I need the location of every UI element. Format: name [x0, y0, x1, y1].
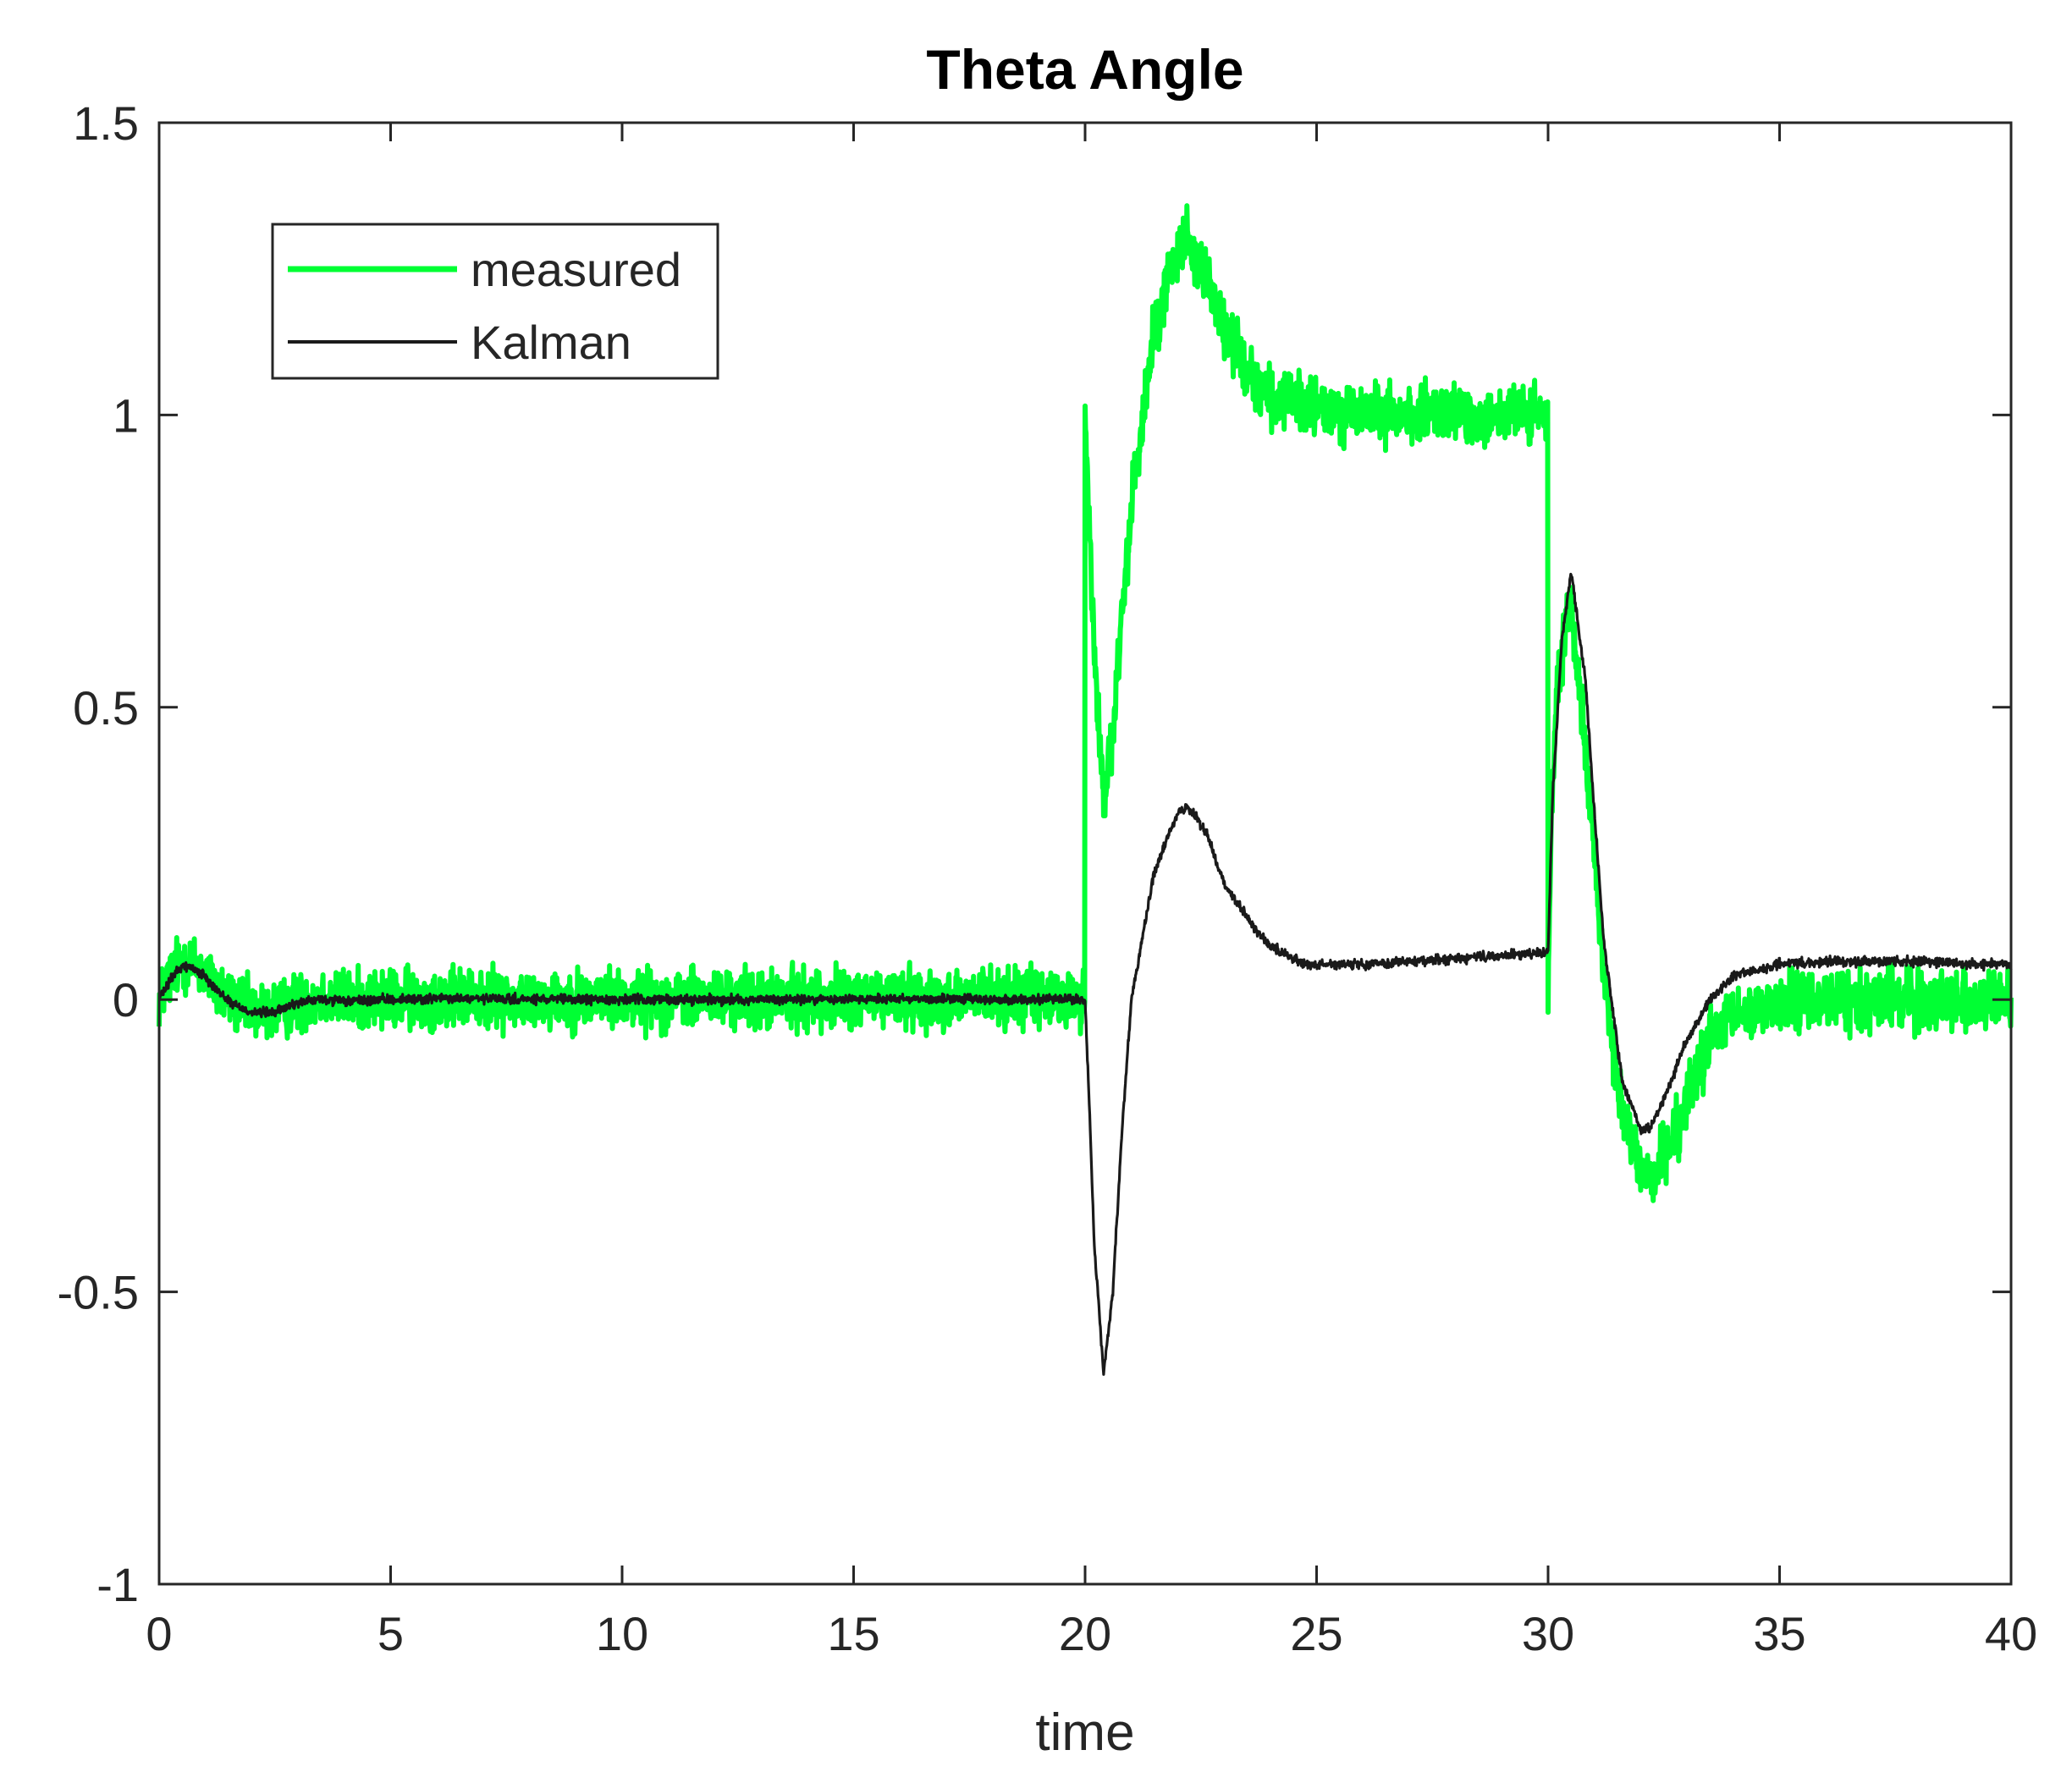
legend-entry-measured: measured: [471, 243, 681, 296]
x-tick-label: 35: [1753, 1607, 1805, 1660]
x-tick-label: 0: [146, 1607, 172, 1660]
legend-box: [271, 223, 719, 380]
series-layer: [157, 203, 2014, 1376]
x-tick-label: 15: [827, 1607, 879, 1660]
x-tick-label: 40: [1985, 1607, 2037, 1660]
x-tick-label: 25: [1290, 1607, 1342, 1660]
x-tick-label: 20: [1059, 1607, 1111, 1660]
x-tick-label: 30: [1522, 1607, 1574, 1660]
x-tick-label: 5: [377, 1607, 404, 1660]
series-line-kalman: [157, 572, 2013, 1376]
y-tick-label: 0: [113, 973, 139, 1026]
y-tick-label: 1.5: [73, 96, 139, 150]
y-tick-label: 1: [113, 388, 139, 442]
chart-title: Theta Angle: [926, 38, 1243, 101]
y-tick-label: 0.5: [73, 681, 139, 735]
legend: measured Kalman: [271, 223, 719, 380]
x-tick-label: 10: [596, 1607, 648, 1660]
series-line-measured: [157, 203, 2014, 1203]
y-tick-label: -0.5: [58, 1266, 140, 1319]
ticks-layer: 0 5 10 15 20 25 30 35 40 -1 -0.5 0 0.5 1 1.5: [58, 96, 2038, 1660]
y-tick-label: -1: [96, 1558, 139, 1611]
legend-entry-kalman: Kalman: [471, 316, 631, 369]
x-axis-label: time: [1035, 1703, 1134, 1762]
